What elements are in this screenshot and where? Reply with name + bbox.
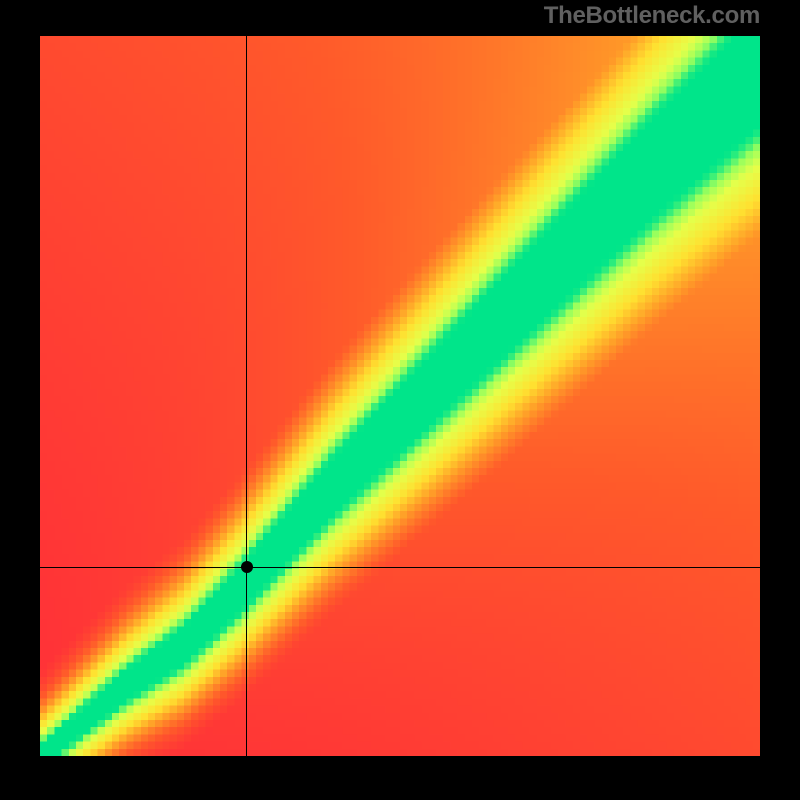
data-point-marker [241, 561, 253, 573]
crosshair-vertical [246, 36, 247, 756]
heatmap-canvas [40, 36, 760, 756]
source-attribution: TheBottleneck.com [544, 2, 760, 30]
crosshair-horizontal [40, 567, 760, 568]
heatmap-plot [40, 36, 760, 756]
chart-frame: TheBottleneck.com [0, 0, 800, 800]
